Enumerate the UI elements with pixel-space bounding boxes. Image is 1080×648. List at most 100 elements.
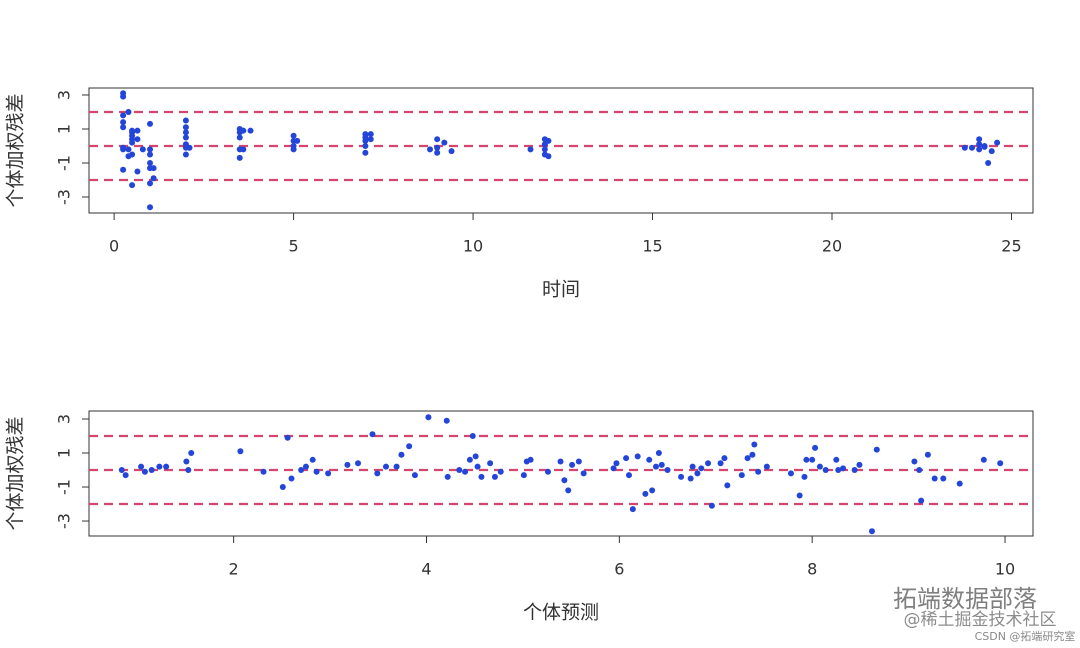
y-axis-label: 个体加权残差: [5, 416, 27, 530]
point: [851, 467, 858, 474]
point: [856, 461, 863, 468]
point: [994, 139, 1001, 146]
point: [147, 160, 154, 166]
point: [290, 132, 297, 139]
point: [924, 451, 931, 458]
point: [125, 146, 132, 153]
point: [120, 124, 127, 131]
point: [642, 490, 649, 497]
point: [150, 165, 157, 172]
point: [150, 175, 157, 182]
point: [382, 463, 389, 470]
point: [134, 136, 141, 143]
x-tick-label: 10: [463, 237, 483, 256]
point: [182, 129, 189, 136]
y-axis-label: 个体加权残差: [5, 93, 27, 207]
point: [443, 417, 450, 424]
point: [527, 456, 534, 463]
point: [236, 134, 243, 141]
point: [240, 127, 247, 134]
x-axis-label: 时间: [542, 279, 580, 301]
point: [148, 467, 155, 474]
point: [868, 528, 875, 535]
point: [822, 467, 829, 474]
point: [629, 506, 636, 513]
point: [809, 456, 816, 463]
point: [367, 136, 374, 143]
point: [156, 463, 163, 470]
point: [398, 451, 405, 458]
point: [139, 146, 146, 153]
point: [763, 463, 770, 470]
point: [147, 204, 154, 211]
plot-frame: [88, 87, 1034, 214]
point: [997, 460, 1004, 467]
x-tick-label: 5: [288, 237, 298, 256]
point: [557, 458, 564, 465]
point: [284, 434, 291, 441]
point: [721, 455, 728, 462]
point: [840, 465, 847, 472]
point: [288, 475, 295, 482]
point: [183, 458, 190, 465]
point: [474, 463, 481, 470]
x-tick-label: 4: [421, 560, 431, 579]
point: [344, 461, 351, 468]
point: [134, 127, 141, 134]
point: [911, 458, 918, 465]
point: [472, 453, 479, 460]
point: [527, 146, 534, 153]
point: [134, 168, 141, 175]
point: [188, 450, 195, 457]
point: [129, 139, 136, 146]
y-tick-label: -1: [55, 155, 74, 171]
point: [406, 443, 413, 450]
point: [120, 146, 127, 153]
point: [787, 470, 794, 477]
point: [580, 470, 587, 477]
y-tick-label: 1: [55, 448, 74, 458]
point: [835, 467, 842, 474]
point: [968, 144, 975, 151]
y-tick-label: -1: [55, 479, 74, 495]
plot-frame: [88, 410, 1034, 537]
point: [816, 463, 823, 470]
point: [478, 473, 485, 480]
point: [260, 468, 267, 475]
point: [625, 472, 632, 479]
y-tick-label: 1: [55, 124, 74, 134]
x-tick-label: 8: [807, 560, 817, 579]
watermark: @稀土掘金技术社区: [904, 610, 1057, 630]
point: [717, 460, 724, 467]
point: [749, 451, 756, 458]
point: [961, 144, 968, 151]
point: [873, 446, 880, 453]
point: [980, 456, 987, 463]
point: [466, 456, 473, 463]
point: [918, 497, 925, 504]
point: [138, 463, 145, 470]
point: [796, 492, 803, 499]
point: [362, 149, 369, 156]
point: [313, 468, 320, 475]
point: [649, 487, 656, 494]
point: [425, 414, 432, 421]
point: [426, 146, 433, 153]
point: [247, 127, 254, 134]
point: [444, 473, 451, 480]
point: [744, 455, 751, 462]
point: [634, 453, 641, 460]
point: [985, 160, 992, 166]
x-tick-label: 10: [995, 560, 1015, 579]
point: [448, 148, 455, 155]
point: [708, 502, 715, 509]
point: [469, 433, 476, 439]
point: [118, 467, 125, 474]
point: [367, 131, 374, 138]
point: [655, 450, 662, 457]
point: [462, 468, 469, 475]
point: [694, 470, 701, 477]
point: [520, 472, 527, 479]
x-tick-label: 2: [229, 560, 239, 579]
point: [147, 151, 154, 158]
